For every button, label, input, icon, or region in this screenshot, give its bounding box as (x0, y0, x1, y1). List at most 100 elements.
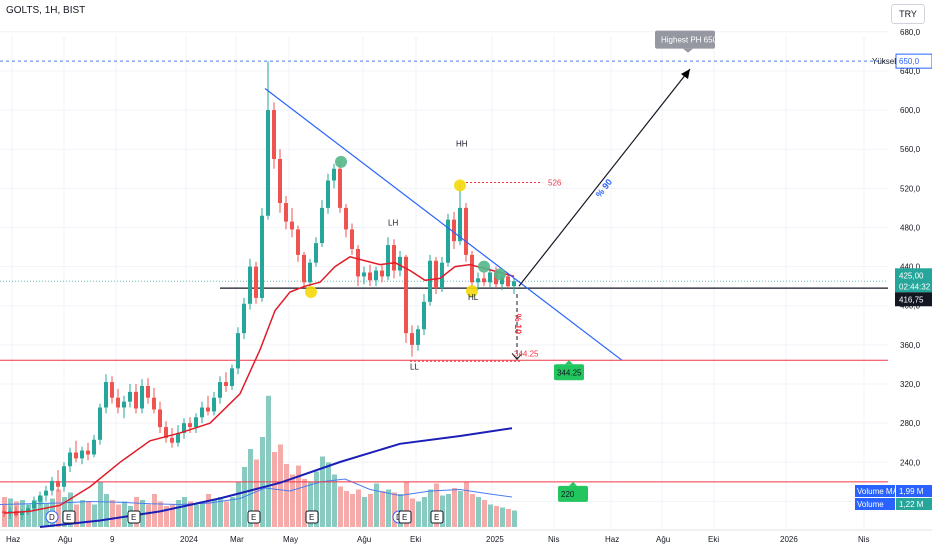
volume-bar (332, 474, 337, 527)
y-tick-label: 320,0 (900, 380, 921, 389)
candle-body (506, 276, 510, 287)
volume-bar (74, 504, 79, 527)
x-tick-label: Nis (548, 535, 560, 544)
volume-bar (86, 501, 91, 527)
volume-bar (278, 444, 283, 527)
percent-down-label: % 10 (513, 314, 523, 335)
volume-bar (32, 500, 37, 527)
x-tick-label: 2025 (486, 535, 504, 544)
volume-bar (338, 486, 343, 527)
candle-body (86, 450, 90, 455)
volume-bar (314, 471, 319, 527)
volume-bar (458, 491, 463, 527)
volume-bar (404, 482, 409, 527)
candle-body (56, 480, 60, 487)
volume-bar (320, 456, 325, 527)
candle-body (386, 245, 390, 277)
volume-bar (368, 494, 373, 527)
candle-body (242, 303, 246, 334)
level-tag (895, 292, 932, 307)
volume-bar (512, 510, 517, 527)
y-tick-label: 680,0 (900, 28, 921, 37)
candle-body (122, 401, 126, 408)
volume-bar (494, 506, 499, 527)
volume-bar (188, 501, 193, 527)
candle-body (2, 511, 6, 514)
volume-bar (104, 494, 109, 527)
volume-bar (212, 500, 217, 527)
volume-bar (302, 479, 307, 527)
volume-pane (0, 395, 517, 527)
volume-legend-value-box (896, 498, 932, 510)
candle-body (404, 256, 408, 334)
candle-body (14, 511, 18, 516)
candle-body (362, 272, 366, 277)
candle-body (290, 221, 294, 230)
y-tick-label: 640,0 (900, 67, 921, 76)
badge-344-text: 344.25 (557, 368, 582, 377)
pivot-marker (466, 285, 478, 298)
candle-body (224, 382, 228, 386)
candle-body (464, 207, 468, 255)
candle-body (398, 256, 402, 271)
candle-body (512, 281, 516, 287)
earnings-label: E (66, 513, 71, 522)
badge-344-box (554, 364, 584, 381)
current-price-tag (895, 268, 932, 293)
candle-body (80, 450, 84, 459)
candle-body (428, 260, 432, 302)
candle-body (62, 466, 66, 487)
candle-body (68, 452, 72, 467)
badge-220-pointer (569, 481, 577, 486)
pivot-marker (494, 268, 506, 281)
candle-body (476, 278, 480, 283)
volume-bar (350, 494, 355, 527)
candle-body (158, 409, 162, 428)
candle-body (32, 501, 36, 509)
candle-body (188, 423, 192, 428)
volume-legend-name-box (855, 498, 895, 510)
volume-bar (374, 483, 379, 527)
candle-body (422, 301, 426, 330)
candle-body (296, 229, 300, 255)
candle-body (368, 272, 372, 281)
earnings-marker (430, 510, 444, 524)
ma-navy-line (39, 427, 513, 528)
candle-body (176, 432, 180, 443)
candle-body (308, 262, 312, 283)
x-tick-label: Eki (708, 535, 719, 544)
volume-bar (416, 501, 421, 527)
x-tick-label: Eki (410, 535, 421, 544)
currency-button[interactable]: TRY (891, 4, 925, 24)
earnings-marker (127, 510, 141, 524)
candle-body (410, 333, 414, 345)
candle-body (218, 382, 222, 398)
candle-body (458, 207, 462, 242)
y-tick-label: 560,0 (900, 145, 921, 154)
candle-body (170, 437, 174, 443)
volume-bar (182, 497, 187, 527)
target-label: 526 (548, 178, 562, 187)
volume-legend-value: 1,22 M (899, 500, 924, 509)
candle-body (350, 229, 354, 249)
arrow-up-head (681, 68, 690, 79)
candle-body (302, 254, 306, 283)
support-level-label: 344.25 (514, 350, 539, 359)
volume-legend-value-box (896, 485, 932, 497)
volume-bar (80, 500, 85, 527)
volume-bar (158, 501, 163, 527)
earnings-label: E (251, 513, 256, 522)
x-tick-label: Ağu (656, 535, 670, 544)
volume-bar (194, 504, 199, 527)
y-tick-label: 360,0 (900, 341, 921, 350)
chart-title: GOLTS, 1H, BIST (6, 5, 86, 16)
pivot-marker (335, 155, 347, 168)
candle-body (356, 248, 360, 277)
candle-body (446, 219, 450, 263)
candle-body (344, 207, 348, 230)
x-tick-label: Haz (605, 535, 619, 544)
x-tick-label: 2024 (180, 535, 198, 544)
volume-bar (392, 492, 397, 527)
hh-label: HH (456, 139, 468, 148)
